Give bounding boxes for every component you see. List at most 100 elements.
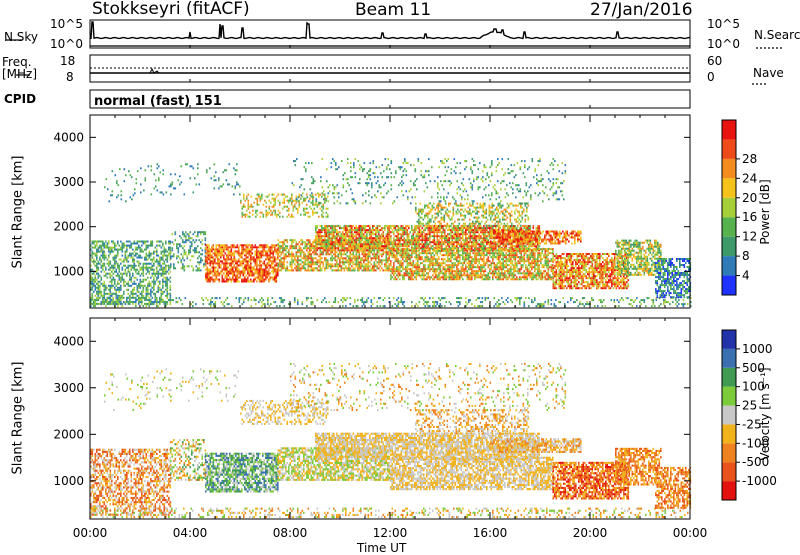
power-cell bbox=[150, 245, 152, 247]
power-cell bbox=[389, 267, 391, 269]
power-cell bbox=[231, 258, 233, 260]
power-cell bbox=[246, 214, 248, 216]
power-cell bbox=[150, 295, 152, 297]
power-cell bbox=[465, 233, 467, 235]
power-cell bbox=[303, 241, 305, 243]
power-cell bbox=[216, 267, 218, 269]
power-cell bbox=[345, 305, 347, 307]
power-cell bbox=[338, 267, 340, 269]
power-cell bbox=[323, 243, 325, 245]
power-cell bbox=[315, 257, 317, 259]
power-cell bbox=[213, 246, 215, 248]
power-cell bbox=[95, 295, 97, 297]
power-cell bbox=[158, 285, 160, 287]
power-cell bbox=[143, 251, 145, 253]
power-cell bbox=[269, 212, 271, 214]
power-cell bbox=[348, 225, 350, 227]
power-cell bbox=[365, 239, 367, 241]
power-cell bbox=[102, 303, 104, 305]
power-cell bbox=[273, 262, 275, 264]
power-cell bbox=[129, 301, 131, 303]
power-cell bbox=[333, 265, 335, 267]
power-cell bbox=[296, 196, 298, 198]
power-cell bbox=[278, 239, 280, 241]
power-cell bbox=[425, 235, 427, 237]
power-cell bbox=[341, 261, 343, 263]
power-cell bbox=[153, 277, 155, 279]
power-cell bbox=[234, 252, 236, 254]
power-cell bbox=[273, 301, 275, 303]
power-cell bbox=[238, 250, 240, 252]
power-cell bbox=[330, 241, 332, 243]
power-cell bbox=[398, 303, 400, 305]
power-cell bbox=[247, 244, 249, 246]
power-cell bbox=[348, 243, 350, 245]
power-cell bbox=[383, 239, 385, 241]
power-cell bbox=[146, 295, 148, 297]
power-cell bbox=[342, 247, 344, 249]
power-cell bbox=[250, 273, 252, 275]
power-cell bbox=[206, 297, 208, 299]
power-cell bbox=[231, 273, 233, 275]
power-cell bbox=[264, 273, 266, 275]
power-cell bbox=[276, 244, 278, 246]
power-cell bbox=[485, 239, 487, 241]
power-cell bbox=[196, 249, 198, 251]
power-cell bbox=[420, 239, 422, 241]
power-cell bbox=[504, 245, 506, 247]
power-cell bbox=[161, 299, 163, 301]
power-cell bbox=[150, 299, 152, 301]
power-cell bbox=[231, 305, 233, 307]
power-cell bbox=[333, 241, 335, 243]
power-cell bbox=[384, 239, 386, 241]
power-cell bbox=[495, 245, 497, 247]
power-cell bbox=[270, 303, 272, 305]
power-cell bbox=[386, 241, 388, 243]
power-cell bbox=[243, 260, 245, 262]
power-cell bbox=[249, 275, 251, 277]
power-cell bbox=[184, 253, 186, 255]
power-cell bbox=[363, 243, 365, 245]
power-cell bbox=[240, 260, 242, 262]
power-cell bbox=[294, 297, 296, 299]
power-cell bbox=[99, 287, 101, 289]
power-cell bbox=[222, 248, 224, 250]
power-cell bbox=[519, 299, 521, 301]
power-cell bbox=[120, 299, 122, 301]
power-cell bbox=[225, 267, 227, 269]
power-cell bbox=[486, 227, 488, 229]
power-cell bbox=[441, 233, 443, 235]
power-cell bbox=[172, 241, 174, 243]
power-cell bbox=[399, 227, 401, 229]
power-cell bbox=[363, 241, 365, 243]
power-cell bbox=[104, 259, 106, 261]
power-cell bbox=[473, 241, 475, 243]
power-cell bbox=[456, 239, 458, 241]
power-cell bbox=[138, 245, 140, 247]
power-cell bbox=[96, 245, 98, 247]
power-cell bbox=[395, 243, 397, 245]
power-cell bbox=[386, 243, 388, 245]
power-cell bbox=[377, 255, 379, 257]
power-cell bbox=[311, 249, 313, 251]
power-cell bbox=[168, 273, 170, 275]
power-cell bbox=[220, 250, 222, 252]
power-cell bbox=[131, 297, 133, 299]
power-cell bbox=[98, 293, 100, 295]
power-cell bbox=[167, 291, 169, 293]
power-cell bbox=[229, 246, 231, 248]
power-cell bbox=[347, 297, 349, 299]
power-cell bbox=[261, 271, 263, 273]
power-cell bbox=[308, 259, 310, 261]
power-cell bbox=[452, 227, 454, 229]
power-cell bbox=[214, 271, 216, 273]
power-cell bbox=[584, 305, 586, 307]
power-cell bbox=[342, 243, 344, 245]
power-cell bbox=[356, 237, 358, 239]
power-cell bbox=[165, 259, 167, 261]
power-cell bbox=[507, 301, 509, 303]
power-cell bbox=[521, 227, 523, 229]
power-cell bbox=[386, 247, 388, 249]
power-cell bbox=[229, 273, 231, 275]
power-cell bbox=[395, 241, 397, 243]
